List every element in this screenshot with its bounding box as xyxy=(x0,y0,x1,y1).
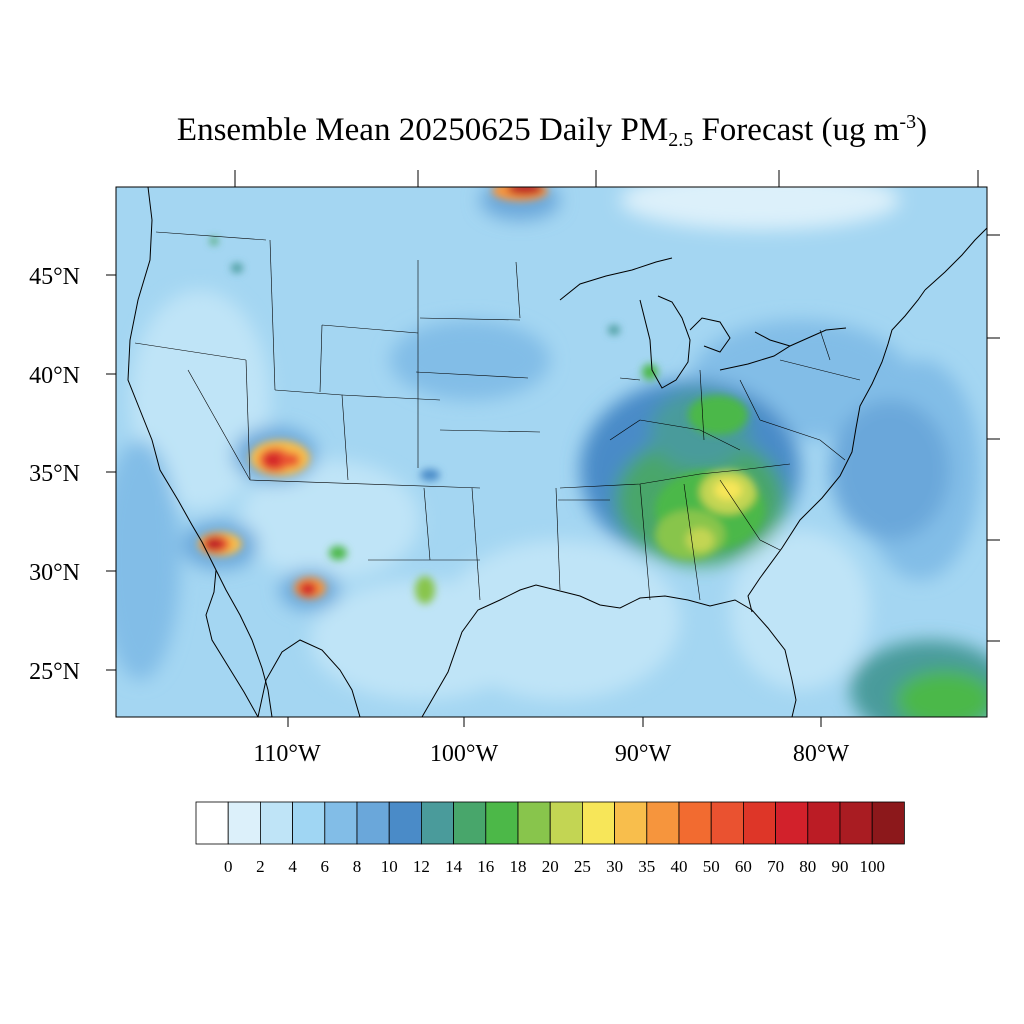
colorbar-tick-label: 2 xyxy=(256,857,265,876)
colorbar-tick-label: 50 xyxy=(703,857,720,876)
colorbar-tick-label: 40 xyxy=(671,857,688,876)
colorbar-box xyxy=(582,801,616,845)
lat-label-45n: 45°N xyxy=(29,264,80,290)
colorbar-box xyxy=(324,801,358,845)
colorbar-box xyxy=(485,801,519,845)
colorbar-box xyxy=(871,801,905,845)
lat-label-40n: 40°N xyxy=(29,363,80,389)
colorbar-tick-label: 70 xyxy=(767,857,784,876)
colorbar-tick-label: 14 xyxy=(445,857,463,876)
colorbar-tick-label: 35 xyxy=(638,857,655,876)
colorbar-tick-label: 18 xyxy=(510,857,527,876)
title-middle: Forecast (ug m xyxy=(693,112,900,148)
map-frame xyxy=(115,186,988,718)
title-suffix: ) xyxy=(916,112,928,148)
latitude-labels: 45°N 40°N 35°N 30°N 25°N xyxy=(29,264,80,685)
longitude-labels: 110°W 100°W 90°W 80°W xyxy=(253,741,849,767)
lon-label-90w: 90°W xyxy=(615,741,672,767)
colorbar-box xyxy=(807,801,841,845)
title-subscript: 2.5 xyxy=(668,129,694,151)
state-lines xyxy=(134,231,861,601)
colorbar-box xyxy=(356,801,390,845)
map-boundaries xyxy=(127,187,987,717)
colorbar-tick-label: 25 xyxy=(574,857,591,876)
axis-ticks xyxy=(106,170,1000,727)
colorbar-box xyxy=(420,801,454,845)
colorbar-tick-label: 12 xyxy=(413,857,430,876)
coastline xyxy=(127,187,987,717)
colorbar-box xyxy=(775,801,809,845)
colorbar-tick-label: 16 xyxy=(477,857,494,876)
colorbar-tick-label: 30 xyxy=(606,857,623,876)
lat-label-35n: 35°N xyxy=(29,461,80,487)
colorbar-box xyxy=(678,801,712,845)
lon-label-80w: 80°W xyxy=(793,741,850,767)
colorbar-tick-label: 60 xyxy=(735,857,752,876)
lon-label-100w: 100°W xyxy=(430,741,499,767)
lat-label-25n: 25°N xyxy=(29,659,80,685)
colorbar-box xyxy=(743,801,777,845)
colorbar-box xyxy=(549,801,583,845)
colorbar-box xyxy=(227,801,261,845)
colorbar-box xyxy=(710,801,744,845)
map-title: Ensemble Mean 20250625 Daily PM2.5 Forec… xyxy=(0,111,1024,151)
colorbar-box xyxy=(195,801,229,845)
colorbar-box xyxy=(259,801,293,845)
colorbar-tick-label: 90 xyxy=(832,857,849,876)
colorbar-tick-label: 8 xyxy=(353,857,362,876)
colorbar-box xyxy=(517,801,551,845)
colorbar xyxy=(195,801,905,845)
colorbar-tick-label: 0 xyxy=(224,857,233,876)
colorbar-tick-label: 80 xyxy=(799,857,816,876)
colorbar-tick-label: 10 xyxy=(381,857,398,876)
field-smooth-layer xyxy=(116,187,987,717)
colorbar-tick-label: 6 xyxy=(321,857,330,876)
pm25-field xyxy=(116,187,987,717)
colorbar-labels: 0 2 4 6 8 10 12 14 16 18 20 25 30 35 40 50 60 70 80 90 100 xyxy=(224,857,885,876)
colorbar-tick-label: 4 xyxy=(288,857,297,876)
lat-label-30n: 30°N xyxy=(29,560,80,586)
colorbar-box xyxy=(292,801,326,845)
title-prefix: Ensemble Mean 20250625 Daily PM xyxy=(176,112,669,148)
colorbar-box xyxy=(453,801,487,845)
colorbar-tick-label: 100 xyxy=(859,857,885,876)
lon-label-110w: 110°W xyxy=(253,741,321,767)
colorbar-box xyxy=(839,801,873,845)
colorbar-tick-label: 20 xyxy=(542,857,559,876)
title-superscript: -3 xyxy=(899,111,917,133)
colorbar-box xyxy=(646,801,680,845)
colorbar-box xyxy=(614,801,648,845)
colorbar-box xyxy=(388,801,422,845)
